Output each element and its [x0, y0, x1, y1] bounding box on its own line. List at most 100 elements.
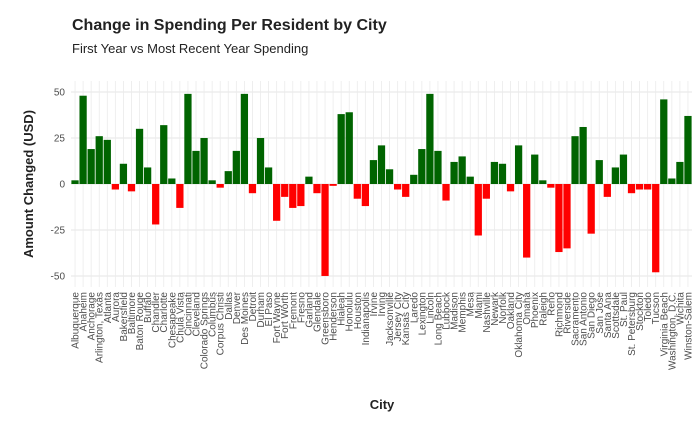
x-tick-label: St. Paul: [619, 292, 630, 327]
x-tick-label: Oklahoma City: [514, 292, 525, 358]
bar: [248, 184, 257, 194]
bar: [264, 167, 273, 184]
bar: [305, 176, 313, 184]
bar: [402, 184, 410, 197]
x-tick-label: San Antonio: [579, 292, 590, 346]
bar: [79, 95, 87, 184]
bar: [571, 136, 579, 184]
bar: [135, 128, 144, 184]
x-tick-label: Glendale: [312, 292, 323, 332]
x-tick-label: Laredo: [409, 292, 420, 324]
x-tick-label: Henderson: [329, 292, 340, 341]
y-axis-title: Amount Changed (USD): [21, 110, 36, 258]
bar: [442, 184, 450, 201]
x-tick-label: Chandler: [151, 291, 162, 332]
x-tick-label: Charlotte: [159, 292, 170, 333]
y-tick-label: 0: [59, 180, 65, 191]
bar: [676, 161, 684, 184]
x-tick-label: Buffalo: [143, 292, 154, 323]
bar: [531, 154, 539, 184]
x-tick-label: Lexington: [417, 292, 428, 335]
x-tick-label: Anaheim: [79, 292, 90, 331]
x-tick-label: Hialeah: [337, 292, 348, 326]
x-tick-label: Fort Wayne: [272, 292, 283, 344]
x-tick-label: Phoenix: [530, 292, 541, 328]
bar: [426, 93, 434, 184]
x-tick-label: Corpus Christi: [216, 292, 227, 355]
x-tick-label: Cincinnati: [183, 292, 194, 336]
x-tick-label: Sacramento: [571, 292, 582, 346]
bar: [458, 156, 466, 184]
x-tick-label: Indianapolis: [361, 292, 372, 345]
bar: [200, 138, 208, 184]
chart-subtitle: First Year vs Most Recent Year Spending: [72, 41, 308, 56]
bar: [143, 167, 152, 184]
x-tick-label: Memphis: [458, 292, 469, 333]
bar: [385, 169, 394, 184]
x-tick-label: Madison: [450, 292, 461, 330]
x-tick-label: St. Petersburg: [627, 292, 638, 356]
x-tick-label: Baltimore: [127, 292, 138, 335]
x-tick-label: Dallas: [224, 292, 235, 320]
x-tick-label: Chula Vista: [175, 292, 186, 343]
bar: [506, 184, 515, 192]
x-tick-label: San Diego: [587, 292, 598, 339]
x-tick-label: Atlanta: [103, 292, 114, 324]
x-tick-label: Garland: [304, 292, 315, 328]
x-tick-label: Fremont: [288, 292, 299, 329]
bar: [490, 161, 499, 184]
x-tick-label: Newark: [490, 291, 501, 326]
x-tick-label: Washington, D.C.: [667, 292, 678, 370]
x-tick-label: Greensboro: [321, 292, 332, 345]
x-tick-label: Albuquerque: [71, 292, 82, 349]
y-tick-label: -25: [51, 225, 66, 236]
bar: [394, 184, 402, 190]
bar: [482, 184, 490, 199]
bar: [410, 174, 418, 184]
x-tick-label: Detroit: [248, 292, 259, 322]
bar: [377, 145, 386, 184]
bar: [208, 180, 216, 184]
x-tick-label: Omaha: [522, 292, 533, 325]
bar: [289, 184, 297, 208]
bar: [71, 180, 79, 184]
x-tick-label: Jacksonville: [385, 292, 396, 346]
bar: [361, 184, 369, 207]
bar: [329, 184, 337, 186]
x-tick-label: Houston: [353, 292, 364, 329]
bar: [313, 184, 321, 194]
x-tick-label: Aurora: [111, 292, 122, 322]
bar: [587, 184, 595, 234]
x-tick-label: Fresno: [296, 292, 307, 324]
x-tick-label: Denver: [232, 291, 243, 324]
x-tick-label: Santa Ana: [603, 292, 614, 339]
bar: [345, 112, 353, 184]
x-axis-title: City: [370, 397, 395, 412]
bar: [184, 93, 192, 184]
x-tick-label: Colorado Springs: [200, 292, 211, 369]
y-tick-label: -50: [51, 271, 66, 282]
bar: [474, 184, 482, 236]
bar: [619, 154, 628, 184]
bar: [644, 184, 652, 190]
x-tick-label: Kansas City: [401, 292, 412, 345]
bar: [635, 184, 644, 190]
bar: [232, 150, 240, 184]
bar: [555, 184, 563, 253]
x-tick-label: Jersey City: [393, 292, 404, 341]
x-tick-label: Chesapeake: [167, 292, 178, 349]
bar: [281, 184, 289, 197]
x-tick-label: Raleigh: [538, 292, 549, 326]
bar: [224, 171, 232, 184]
x-tick-label: Tucson: [651, 292, 662, 324]
x-tick-label: Winston-Salem: [683, 292, 694, 360]
x-tick-label: Riverside: [562, 292, 573, 334]
x-tick-label: Cleveland: [192, 292, 203, 336]
bar: [95, 136, 103, 184]
bar: [611, 167, 620, 184]
bar: [160, 125, 168, 184]
bar: [652, 184, 660, 273]
bar: [168, 178, 176, 184]
bar: [87, 149, 95, 184]
